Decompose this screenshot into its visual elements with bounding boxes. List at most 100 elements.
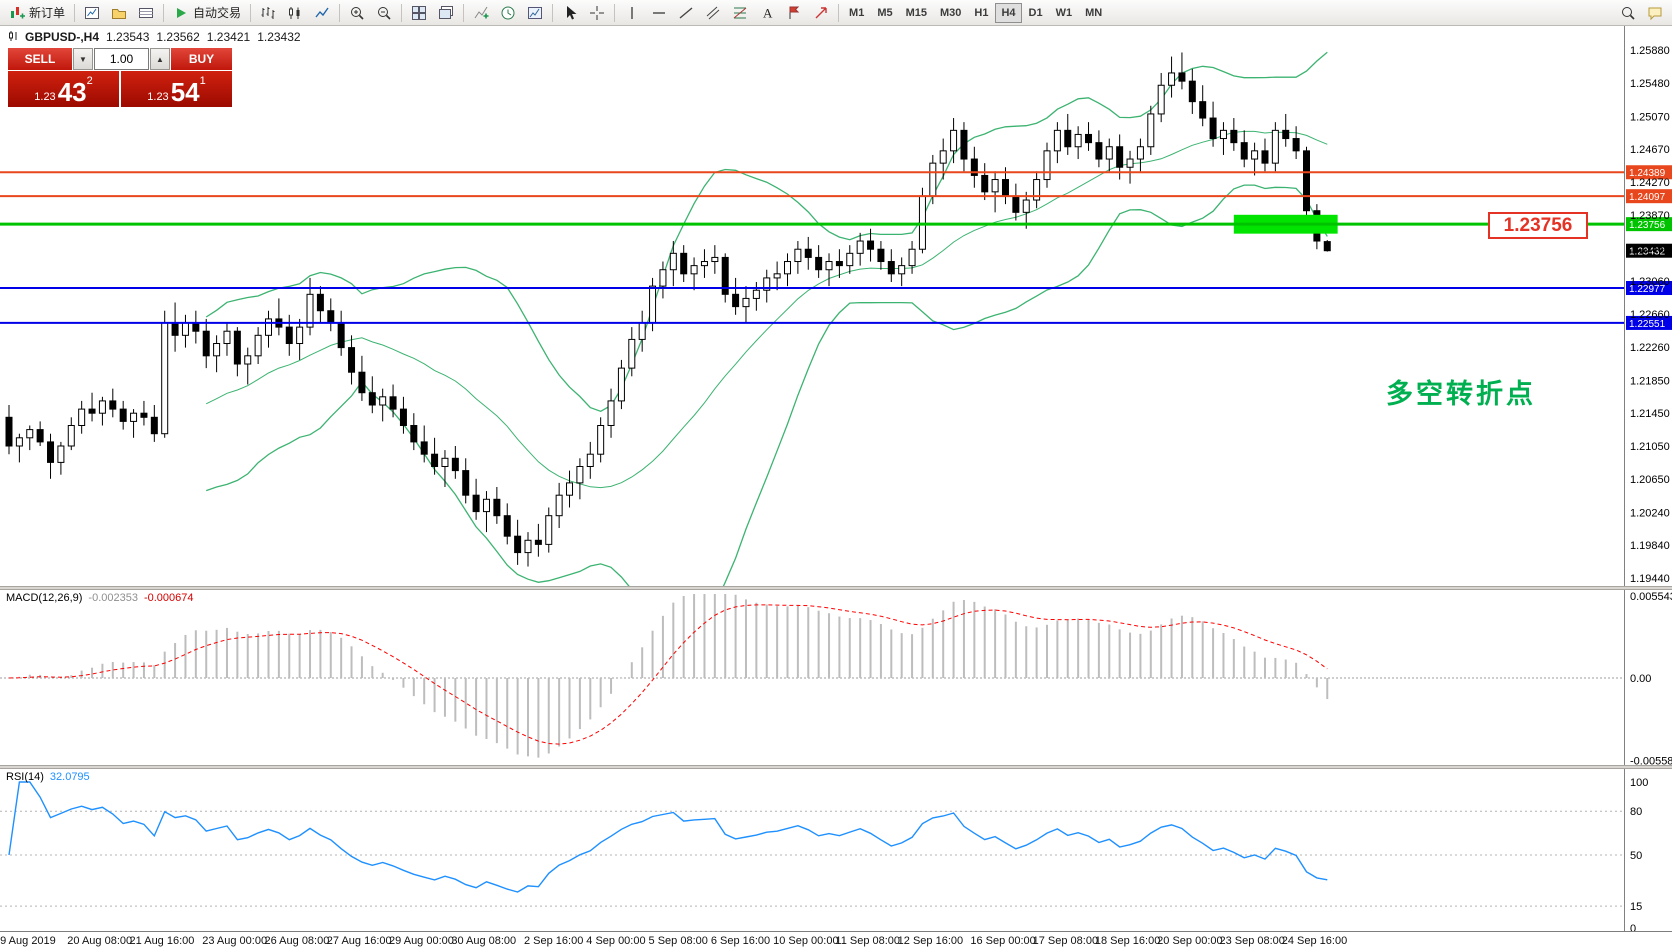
charts-button[interactable] (79, 2, 105, 24)
time-axis[interactable]: 19 Aug 2019 20 Aug 08:00 21 Aug 16:00 23 Au… (0, 931, 1672, 949)
time-axis-label: 10 Sep 00:00 (773, 935, 839, 947)
timeframe-button-w1[interactable]: W1 (1050, 3, 1079, 23)
vertical-line-button[interactable] (619, 2, 645, 24)
svg-text:15: 15 (1630, 901, 1642, 913)
price-callout-label[interactable]: 1.23756 (1488, 212, 1588, 239)
chart-window-icon (8, 30, 18, 44)
zoom-in-button[interactable] (344, 2, 370, 24)
svg-text:1.24097: 1.24097 (1629, 192, 1666, 203)
chart-line-icon (314, 5, 330, 21)
toolbar-separator (838, 3, 840, 22)
svg-text:50: 50 (1630, 850, 1642, 862)
tile-windows-button[interactable] (406, 2, 432, 24)
time-axis-label: 16 Sep 00:00 (970, 935, 1036, 947)
label-icon (786, 5, 802, 21)
arrows-button[interactable] (808, 2, 834, 24)
time-axis-label: 23 Aug 00:00 (202, 935, 268, 947)
search-button[interactable] (1615, 2, 1641, 24)
periods-icon (500, 5, 516, 21)
horizontal-line-button[interactable] (646, 2, 672, 24)
profiles-button[interactable] (106, 2, 132, 24)
label-button[interactable] (781, 2, 807, 24)
new-order-button[interactable]: 新订单 (4, 2, 70, 24)
timeframe-button-m15[interactable]: M15 (900, 3, 933, 23)
templates-button[interactable] (522, 2, 548, 24)
auto-trading-button[interactable]: 自动交易 (168, 2, 246, 24)
time-axis-label: 24 Sep 16:00 (1281, 935, 1348, 947)
timeframe-button-m1[interactable]: M1 (843, 3, 870, 23)
timeframe-button-mn[interactable]: MN (1079, 3, 1108, 23)
svg-text:100: 100 (1630, 777, 1648, 789)
chart-window: GBPUSD-,H4 1.23543 1.23562 1.23421 1.234… (0, 26, 1672, 949)
timeframe-button-m5[interactable]: M5 (871, 3, 898, 23)
arrows-icon (813, 5, 829, 21)
cascade-windows-icon (438, 5, 454, 21)
price-chart-canvas[interactable]: 1.243891.240971.237561.229771.225511.234… (0, 26, 1672, 586)
buy-price-button[interactable]: 1.23 54 1 (121, 71, 232, 107)
toolbar-separator (339, 3, 341, 22)
zoom-out-button[interactable] (371, 2, 397, 24)
sell-price-button[interactable]: 1.23 43 2 (8, 71, 119, 107)
svg-text:1.19840: 1.19840 (1630, 540, 1670, 552)
svg-text:1.23432: 1.23432 (1629, 247, 1666, 258)
crosshair-icon (589, 5, 605, 21)
time-axis-label: 6 Sep 16:00 (710, 935, 771, 947)
chart-note-text[interactable]: 多空转折点 (1386, 379, 1536, 409)
time-axis-label: 21 Aug 16:00 (129, 935, 195, 947)
messages-button[interactable] (1642, 2, 1668, 24)
chart-bars-icon (260, 5, 276, 21)
sell-button[interactable]: SELL (8, 48, 72, 70)
chart-line-button[interactable] (309, 2, 335, 24)
macd-chart-canvas[interactable]: 0.005543 0.00 -0.005583 (0, 590, 1672, 765)
cascade-windows-button[interactable] (433, 2, 459, 24)
pane-splitter[interactable] (0, 765, 1672, 769)
periods-button[interactable] (495, 2, 521, 24)
cursor-button[interactable] (557, 2, 583, 24)
time-axis-label: 18 Sep 16:00 (1094, 935, 1161, 947)
volume-decrease-button[interactable]: ▼ (73, 48, 93, 70)
volume-increase-button[interactable]: ▲ (150, 48, 170, 70)
crosshair-button[interactable] (584, 2, 610, 24)
svg-text:1.24670: 1.24670 (1630, 144, 1670, 156)
svg-text:A: A (763, 5, 773, 20)
zoom-out-icon (376, 5, 392, 21)
text-button[interactable]: A (754, 2, 780, 24)
trendline-icon (678, 5, 694, 21)
svg-text:1.21050: 1.21050 (1630, 441, 1670, 453)
pane-splitter[interactable] (0, 586, 1672, 590)
timeframe-button-h4[interactable]: H4 (995, 2, 1022, 23)
svg-text:1.20650: 1.20650 (1630, 474, 1670, 486)
svg-text:1.24270: 1.24270 (1630, 177, 1670, 189)
svg-text:1.22977: 1.22977 (1629, 284, 1666, 295)
channel-button[interactable] (700, 2, 726, 24)
svg-text:80: 80 (1630, 806, 1642, 818)
timeframe-button-m30[interactable]: M30 (934, 3, 967, 23)
terminal-button[interactable] (133, 2, 159, 24)
volume-input[interactable] (94, 48, 149, 70)
svg-text:0: 0 (1630, 923, 1636, 931)
ohlc-open: 1.23543 (106, 30, 150, 44)
toolbar-separator (401, 3, 403, 22)
sell-price-point: 2 (86, 75, 93, 87)
messages-icon (1647, 5, 1663, 21)
rsi-chart-canvas[interactable]: 100 80 50 15 0 (0, 769, 1672, 931)
time-axis-label: 27 Aug 16:00 (326, 935, 392, 947)
chart-candles-button[interactable] (282, 2, 308, 24)
time-axis-label: 20 Sep 00:00 (1157, 935, 1223, 947)
time-axis-label: 19 Aug 2019 (0, 935, 56, 947)
fibonacci-button[interactable] (727, 2, 753, 24)
buy-button[interactable]: BUY (171, 48, 232, 70)
timeframe-button-h1[interactable]: H1 (968, 3, 994, 23)
chart-bars-button[interactable] (255, 2, 281, 24)
trendline-button[interactable] (673, 2, 699, 24)
sell-price-pips: 43 (57, 77, 87, 107)
macd-indicator-label: MACD(12,26,9) -0.002353 -0.000674 (6, 592, 194, 604)
svg-text:1.21450: 1.21450 (1630, 408, 1670, 420)
timeframe-button-d1[interactable]: D1 (1023, 3, 1049, 23)
toolbar-separator (163, 3, 165, 22)
indicators-button[interactable] (468, 2, 494, 24)
horizontal-line-icon (651, 5, 667, 21)
terminal-icon (138, 5, 154, 21)
time-axis-label: 17 Sep 08:00 (1032, 935, 1099, 947)
svg-text:1.24389: 1.24389 (1629, 168, 1666, 179)
